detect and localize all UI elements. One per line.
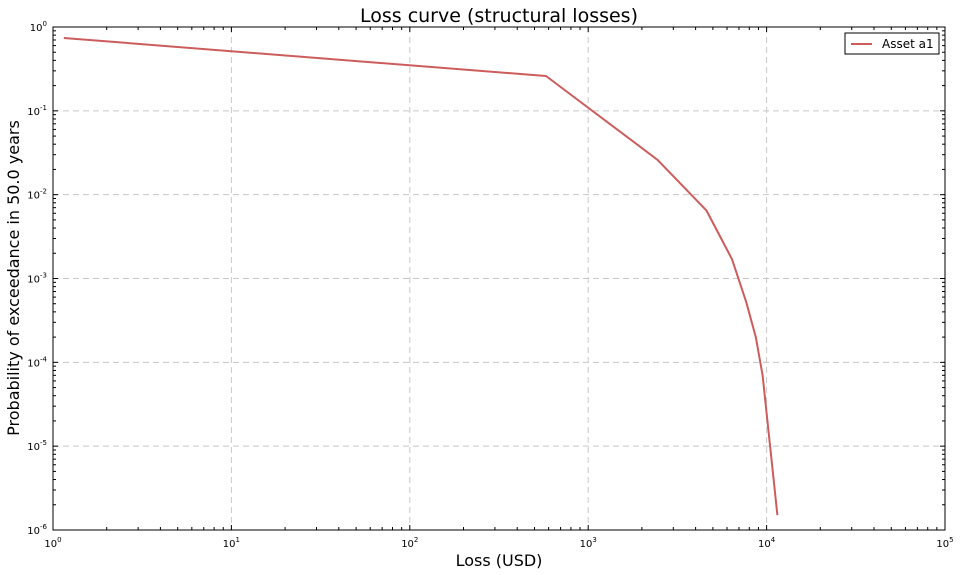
x-tick-exponent: 1	[236, 536, 240, 544]
y-tick-exponent: -3	[40, 272, 47, 280]
y-tick-base: 10	[27, 107, 40, 118]
x-tick-base: 10	[401, 539, 414, 550]
chart-title: Loss curve (structural losses)	[360, 5, 638, 27]
x-tick-exponent: 3	[592, 536, 596, 544]
x-tick-base: 10	[44, 539, 57, 550]
y-tick-base: 10	[27, 442, 40, 453]
y-tick-base: 10	[30, 23, 43, 34]
x-tick-exponent: 2	[414, 536, 418, 544]
y-tick-label: 10-5	[27, 439, 47, 453]
x-tick-base: 10	[758, 539, 771, 550]
y-tick-exponent: 0	[43, 20, 47, 28]
x-tick-label: 102	[401, 536, 418, 550]
y-tick-exponent: -6	[40, 523, 48, 531]
y-tick-base: 10	[27, 358, 40, 369]
x-tick-exponent: 5	[949, 536, 953, 544]
y-tick-label: 10-4	[27, 355, 47, 369]
x-axis-label: Loss (USD)	[456, 551, 543, 570]
legend-label-asset-a1: Asset a1	[882, 37, 934, 51]
y-tick-exponent: -4	[40, 355, 48, 363]
y-tick-exponent: -2	[40, 188, 47, 196]
grid	[53, 27, 945, 530]
y-tick-label: 10-6	[27, 523, 47, 537]
y-tick-label: 10-1	[27, 104, 47, 118]
x-tick-base: 10	[223, 539, 236, 550]
x-tick-label: 101	[223, 536, 240, 550]
y-axis-label: Probability of exceedance in 50.0 years	[4, 120, 23, 436]
y-tick-base: 10	[27, 191, 40, 202]
x-tick-label: 105	[936, 536, 953, 550]
x-tick-base: 10	[580, 539, 593, 550]
series-line-0	[63, 37, 779, 516]
legend: Asset a1	[844, 32, 940, 55]
y-tick-exponent: -5	[40, 439, 47, 447]
series-layer	[63, 37, 779, 516]
x-tick-exponent: 0	[57, 536, 61, 544]
tick-marks	[52, 26, 946, 531]
x-tick-base: 10	[936, 539, 949, 550]
x-tick-label: 100	[44, 536, 61, 550]
x-tick-exponent: 4	[771, 536, 776, 544]
legend-box	[844, 32, 940, 55]
x-tick-labels: 100 101 102 103 104 105	[44, 536, 953, 550]
y-tick-label: 10-2	[27, 188, 47, 202]
y-tick-label: 100	[30, 20, 47, 34]
y-tick-exponent: -1	[40, 104, 47, 112]
y-tick-base: 10	[27, 526, 40, 537]
x-tick-label: 104	[758, 536, 776, 550]
x-tick-label: 103	[580, 536, 597, 550]
y-tick-base: 10	[27, 275, 40, 286]
y-tick-label: 10-3	[27, 272, 47, 286]
